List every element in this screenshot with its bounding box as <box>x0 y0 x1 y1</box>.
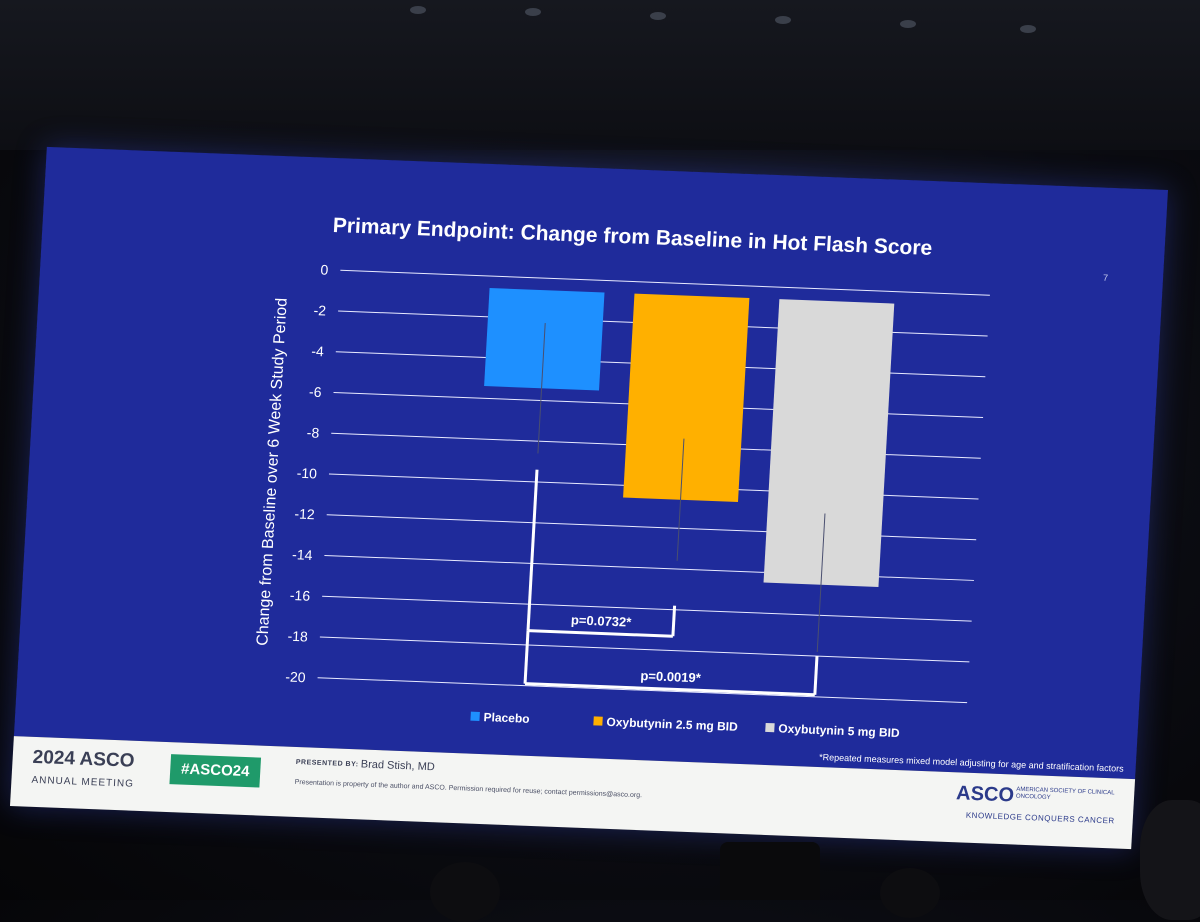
y-tick-label: -10 <box>296 465 317 482</box>
gridline <box>317 677 968 704</box>
presenter-name: Brad Stish, MD <box>360 758 436 774</box>
bracket-line <box>671 605 677 637</box>
legend-label: Oxybutynin 2.5 mg BID <box>606 715 738 734</box>
legend-swatch <box>765 722 775 733</box>
y-axis-label: Change from Baseline over 6 Week Study P… <box>254 298 290 646</box>
y-tick-label: -12 <box>294 506 315 523</box>
error-bar <box>816 513 826 653</box>
y-tick-label: -14 <box>292 546 313 563</box>
meeting-asco: ASCO <box>78 748 136 772</box>
bar <box>623 293 750 502</box>
bracket-line <box>524 682 815 697</box>
society-name: AMERICAN SOCIETY OF CLINICAL ONCOLOGY <box>1015 786 1115 801</box>
error-bar <box>676 438 685 561</box>
audience-head <box>1140 800 1200 920</box>
gridline <box>340 269 990 296</box>
error-bar <box>537 323 546 454</box>
y-tick-label: -2 <box>313 302 327 318</box>
y-tick-label: -6 <box>309 384 323 400</box>
bracket-line <box>523 630 530 684</box>
legend-label: Oxybutynin 5 mg BID <box>778 721 900 740</box>
ceiling <box>0 0 1200 150</box>
meeting-logo: 2024 ASCO <box>32 747 135 773</box>
chart: 0 -2 -4 -6 -8 -10 -12 -14 -16 -18 -20 Change from B… <box>254 262 990 740</box>
asco-logo: ASCO <box>955 782 1015 807</box>
tagline: KNOWLEDGE CONQUERS CANCER <box>965 810 1115 826</box>
audience-head <box>880 868 940 918</box>
legend-label: Placebo <box>483 710 530 726</box>
meeting-name: ANNUAL MEETING <box>31 774 135 790</box>
gridline <box>319 636 970 663</box>
meeting-year: 2024 <box>32 746 76 770</box>
ceiling-light-icon <box>650 12 666 20</box>
y-tick-label: -8 <box>306 424 320 440</box>
disclaimer: Presentation is property of the author a… <box>294 778 643 800</box>
bracket-line <box>813 656 819 695</box>
y-tick-label: -20 <box>285 668 306 685</box>
y-tick-label: -18 <box>287 628 308 645</box>
projector <box>720 842 820 900</box>
bracket-line <box>527 629 673 638</box>
ceiling-light-icon <box>1020 25 1036 33</box>
p-value-label: p=0.0019* <box>640 668 702 685</box>
presented-by-label: PRESENTED BY: <box>295 758 359 769</box>
projection-screen: Primary Endpoint: Change from Baseline i… <box>9 146 1169 850</box>
hashtag-badge: #ASCO24 <box>169 754 262 788</box>
bracket-line <box>526 469 539 631</box>
p-value-label: p=0.0732* <box>571 612 633 629</box>
slide: Primary Endpoint: Change from Baseline i… <box>13 146 1169 780</box>
audience-head <box>430 862 500 922</box>
legend-swatch <box>470 711 480 721</box>
y-tick-label: -16 <box>289 587 310 604</box>
bar <box>763 299 895 587</box>
y-tick-label: 0 <box>320 262 329 278</box>
y-tick-label: -4 <box>311 343 325 359</box>
ceiling-light-icon <box>525 8 541 16</box>
ceiling-light-icon <box>410 6 426 14</box>
gridline <box>322 595 972 622</box>
ceiling-light-icon <box>775 16 791 24</box>
ceiling-light-icon <box>900 20 916 28</box>
legend-swatch <box>593 716 603 726</box>
